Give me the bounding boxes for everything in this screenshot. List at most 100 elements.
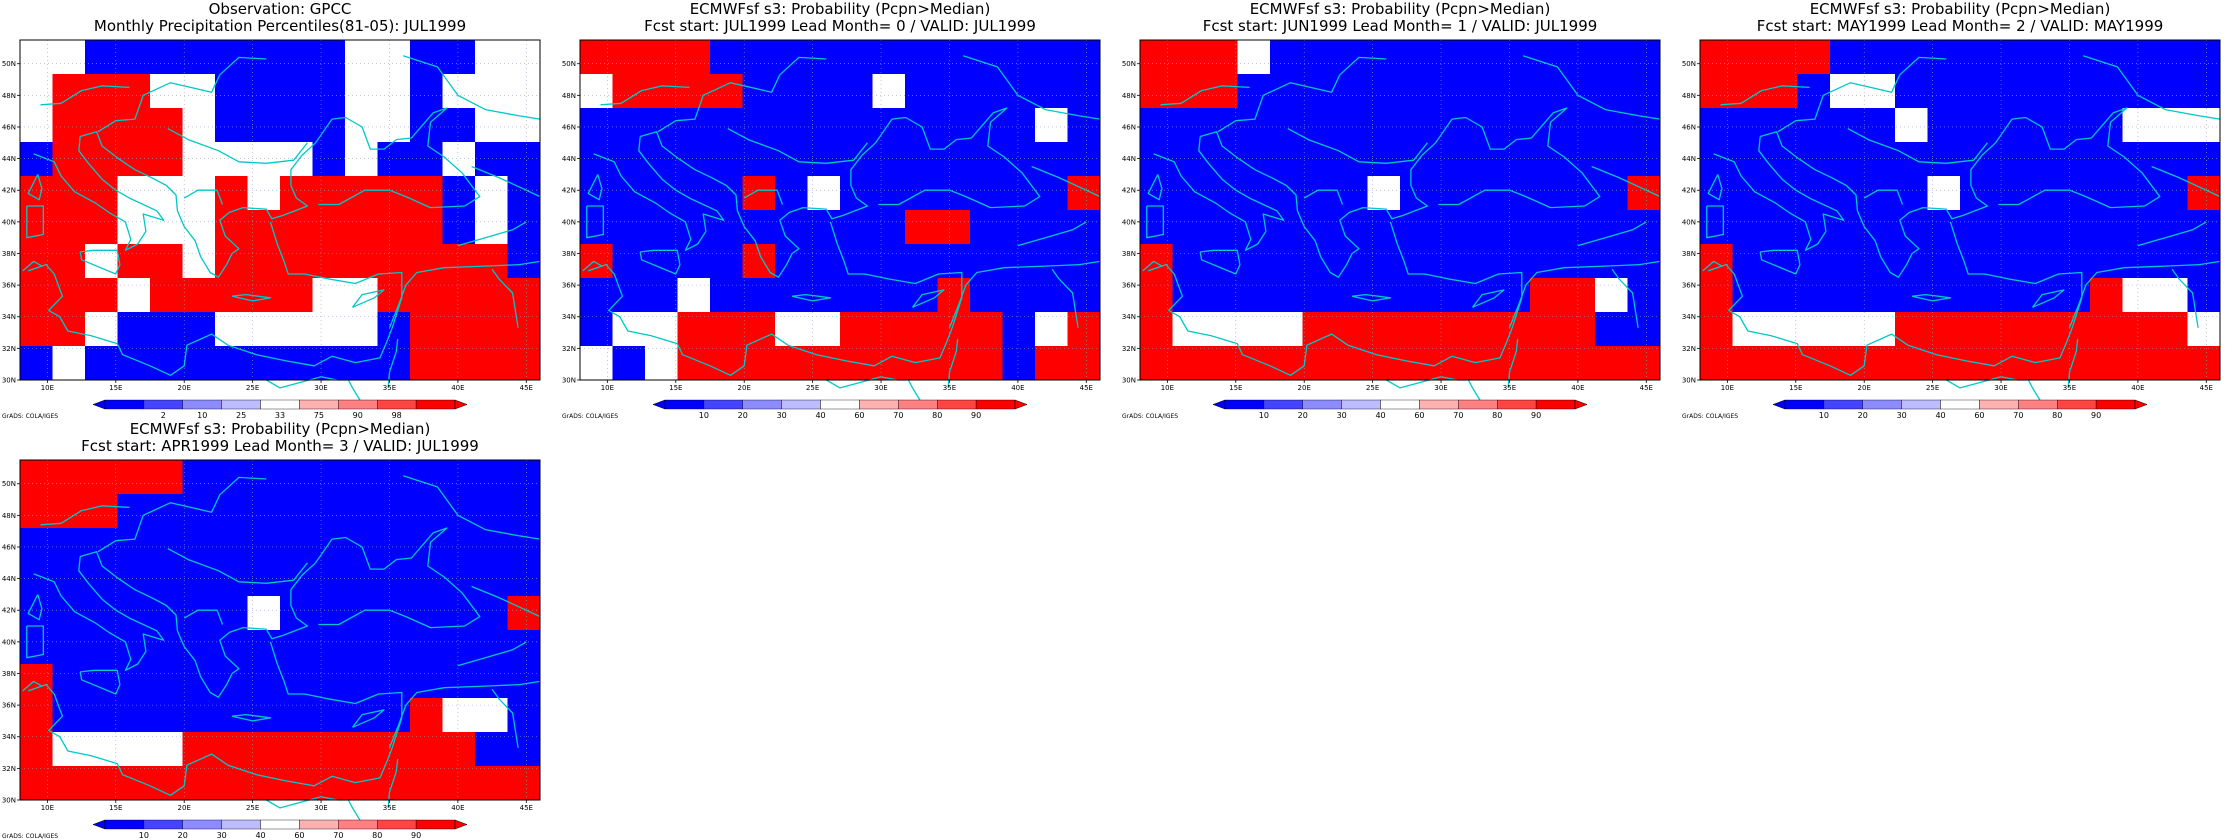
grid-cell bbox=[1335, 244, 1368, 279]
grid-cell bbox=[1797, 74, 1831, 109]
colorbar-label: 90 bbox=[353, 411, 363, 420]
grid-cell bbox=[1002, 312, 1036, 347]
grid-cell bbox=[410, 732, 443, 767]
grid-cell bbox=[150, 528, 183, 563]
lon-tick-label: 30E bbox=[1434, 384, 1447, 392]
grid-cell bbox=[507, 142, 541, 177]
grid-cell bbox=[117, 244, 151, 279]
grid-cell bbox=[1067, 108, 1101, 143]
grid-cell bbox=[645, 210, 678, 245]
grid-cell bbox=[247, 664, 281, 699]
grid-cell bbox=[1765, 74, 1798, 109]
lon-tick-label: 25E bbox=[246, 804, 259, 812]
grid-cell bbox=[377, 40, 411, 75]
grid-cell bbox=[937, 210, 971, 245]
grid-cell bbox=[410, 108, 443, 143]
grid-cell bbox=[612, 346, 646, 381]
coastline bbox=[402, 475, 541, 540]
grid-cell bbox=[1335, 312, 1368, 347]
colorbar-segment bbox=[377, 819, 417, 830]
grid-cell bbox=[872, 312, 906, 347]
coastline bbox=[1017, 221, 1087, 247]
grid-cell bbox=[970, 278, 1003, 313]
coastline bbox=[587, 221, 963, 376]
grid-cell bbox=[677, 278, 711, 313]
grid-cell bbox=[117, 74, 151, 109]
coastline bbox=[1759, 249, 1801, 275]
grid-cell bbox=[475, 698, 508, 733]
grid-cell bbox=[1367, 210, 1401, 245]
coastline bbox=[1147, 221, 1523, 376]
grid-cell bbox=[1927, 142, 1961, 177]
grid-cell bbox=[410, 210, 443, 245]
grid-cell bbox=[1830, 244, 1863, 279]
grid-cell bbox=[475, 732, 508, 767]
grid-cell bbox=[937, 142, 971, 177]
grid-cell bbox=[442, 40, 476, 75]
lon-tick-label: 40E bbox=[1571, 384, 1584, 392]
grid-cell bbox=[710, 74, 743, 109]
grid-cell bbox=[377, 176, 411, 211]
grid-cell bbox=[612, 244, 646, 279]
grid-cell bbox=[1562, 108, 1596, 143]
colorbar-arrow-left bbox=[652, 399, 666, 410]
grid-cell bbox=[377, 278, 411, 313]
grid-cell bbox=[410, 664, 443, 699]
coastline bbox=[1707, 174, 1723, 201]
grid-cell bbox=[1595, 346, 1628, 381]
colorbar-segment bbox=[1823, 399, 1863, 410]
grid-cell bbox=[807, 312, 841, 347]
grid-cell bbox=[150, 698, 183, 733]
grid-cell bbox=[1205, 108, 1238, 143]
grid-cell bbox=[840, 278, 873, 313]
colorbar-label: 25 bbox=[236, 411, 246, 420]
grid-cell bbox=[1205, 74, 1238, 109]
grid-cell bbox=[2057, 142, 2091, 177]
grid-cell bbox=[2057, 40, 2091, 75]
grid-cell bbox=[247, 312, 281, 347]
grid-cell bbox=[1895, 142, 1928, 177]
grid-cell bbox=[20, 346, 53, 381]
grid-cell bbox=[1400, 142, 1433, 177]
coastline bbox=[586, 205, 604, 239]
grid-cell bbox=[312, 528, 346, 563]
coastline bbox=[2082, 55, 2221, 120]
grid-cell bbox=[1465, 40, 1498, 75]
grid-cell bbox=[1895, 210, 1928, 245]
grid-cell bbox=[1927, 40, 1961, 75]
grid-cell bbox=[1960, 40, 1993, 75]
grid-cell bbox=[1960, 244, 1993, 279]
grid-cell bbox=[247, 732, 281, 767]
grid-cell bbox=[345, 312, 378, 347]
grid-cell bbox=[1700, 108, 1733, 143]
colorbar-label: 70 bbox=[333, 831, 343, 840]
grid-cell bbox=[312, 346, 346, 381]
grid-cell bbox=[710, 142, 743, 177]
coastline bbox=[40, 85, 130, 106]
grid-cell bbox=[1067, 142, 1101, 177]
grid-cell bbox=[312, 766, 346, 801]
grid-cell bbox=[442, 630, 476, 665]
lon-tick-label: 40E bbox=[1011, 384, 1024, 392]
grid-cell bbox=[1205, 176, 1238, 211]
grid-cell bbox=[1595, 40, 1628, 75]
colorbar-segment bbox=[143, 399, 183, 410]
grid-cell bbox=[410, 312, 443, 347]
grid-cell bbox=[1927, 312, 1961, 347]
grid-cell bbox=[905, 312, 938, 347]
lat-tick-label: 42N bbox=[1682, 187, 1696, 195]
grid-cell bbox=[1335, 74, 1368, 109]
grid-cell bbox=[377, 596, 411, 631]
grid-cell bbox=[312, 312, 346, 347]
grid-cell bbox=[312, 74, 346, 109]
grid-cell bbox=[182, 40, 216, 75]
lon-tick-label: 35E bbox=[383, 384, 396, 392]
colorbar-segment bbox=[1458, 399, 1498, 410]
grid-cell bbox=[1367, 244, 1401, 279]
grid-cell bbox=[1830, 278, 1863, 313]
grid-cell bbox=[1497, 176, 1531, 211]
grid-cell bbox=[1335, 108, 1368, 143]
grid-cell bbox=[410, 494, 443, 529]
panel-subtitle: Fcst start: JUN1999 Lead Month= 1 / VALI… bbox=[1203, 17, 1598, 35]
grid-cell bbox=[182, 698, 216, 733]
